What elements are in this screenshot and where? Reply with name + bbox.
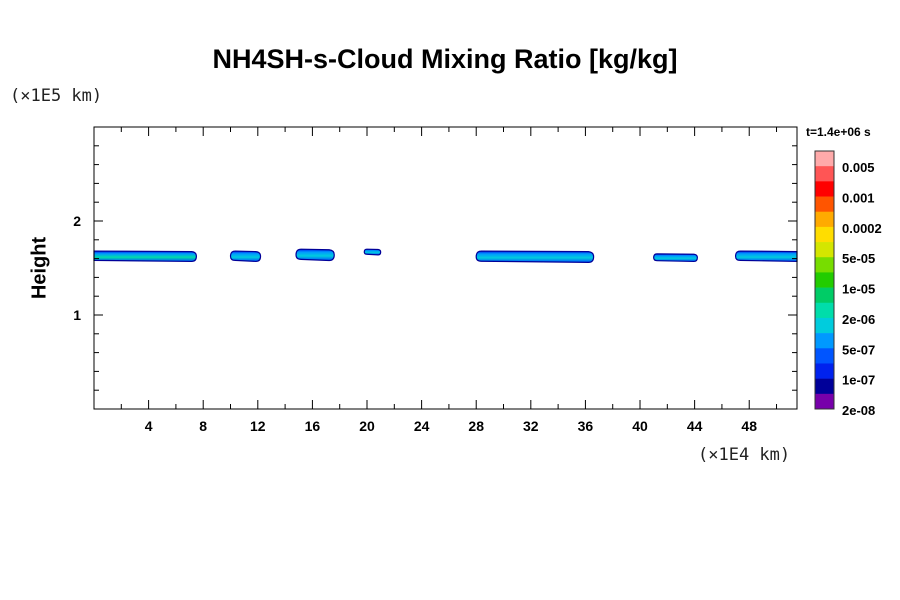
colorbar-label: 0.001 [842, 191, 875, 206]
x-tick-label: 24 [414, 418, 430, 434]
y-axis-unit-label: (×1E5 km) [10, 86, 103, 106]
colorbar-swatch [815, 393, 834, 410]
cloud-patch-2 [229, 250, 262, 263]
colorbar-swatch [815, 181, 834, 197]
y-tick-label: 1 [73, 307, 81, 323]
x-tick-label: 20 [359, 418, 375, 434]
x-tick-label: 44 [687, 418, 703, 434]
colorbar-swatch [815, 151, 834, 167]
cloud-patch-4 [363, 248, 382, 256]
x-tick-label: 32 [523, 418, 539, 434]
x-tick-label: 16 [305, 418, 321, 434]
colorbar-swatch [815, 196, 834, 213]
x-tick-label: 12 [250, 418, 266, 434]
colorbar-label: 0.005 [842, 160, 875, 175]
cloud-patch-6 [653, 253, 698, 263]
colorbar-swatch [815, 211, 834, 228]
x-axis-unit-label: (×1E4 km) [698, 445, 791, 465]
colorbar-swatch [815, 272, 834, 288]
colorbar-swatch [815, 287, 834, 304]
cloud-patch-5 [475, 250, 595, 263]
colorbar-label: 1e-05 [842, 282, 875, 297]
colorbar-swatch [815, 242, 834, 258]
colorbar-swatch [815, 257, 834, 273]
colorbar-swatch [815, 226, 834, 243]
chart-title: NH4SH-s-Cloud Mixing Ratio [kg/kg] [212, 44, 678, 74]
y-tick-label: 2 [73, 213, 81, 229]
colorbar-swatch [815, 166, 834, 182]
colorbar-swatch [815, 378, 834, 395]
colorbar-frame [814, 150, 835, 410]
colorbar-label: 1e-07 [842, 373, 875, 388]
x-tick-label: 36 [578, 418, 594, 434]
colorbar-swatch [815, 302, 834, 319]
colorbar-swatch [815, 348, 834, 364]
cloud-patch-3 [295, 248, 335, 262]
plot-frame [93, 126, 798, 410]
x-tick-label: 28 [468, 418, 484, 434]
colorbar-label: 5e-05 [842, 251, 875, 266]
colorbar-label: 2e-06 [842, 312, 875, 327]
colorbar-label: 2e-08 [842, 403, 875, 418]
x-tick-label: 8 [199, 418, 207, 434]
colorbar-label: 5e-07 [842, 342, 875, 357]
x-tick-label: 48 [741, 418, 757, 434]
cloud-patch-7 [734, 250, 798, 263]
colorbar-label: 0.0002 [842, 221, 882, 236]
x-tick-label: 40 [632, 418, 648, 434]
time-stamp-label: t=1.4e+06 s [806, 125, 871, 139]
cloud-patch-1 [93, 250, 197, 263]
colorbar-swatch [815, 333, 834, 349]
colorbar-swatch [815, 317, 834, 334]
colorbar-swatch [815, 363, 834, 379]
x-tick-label: 4 [145, 418, 153, 434]
